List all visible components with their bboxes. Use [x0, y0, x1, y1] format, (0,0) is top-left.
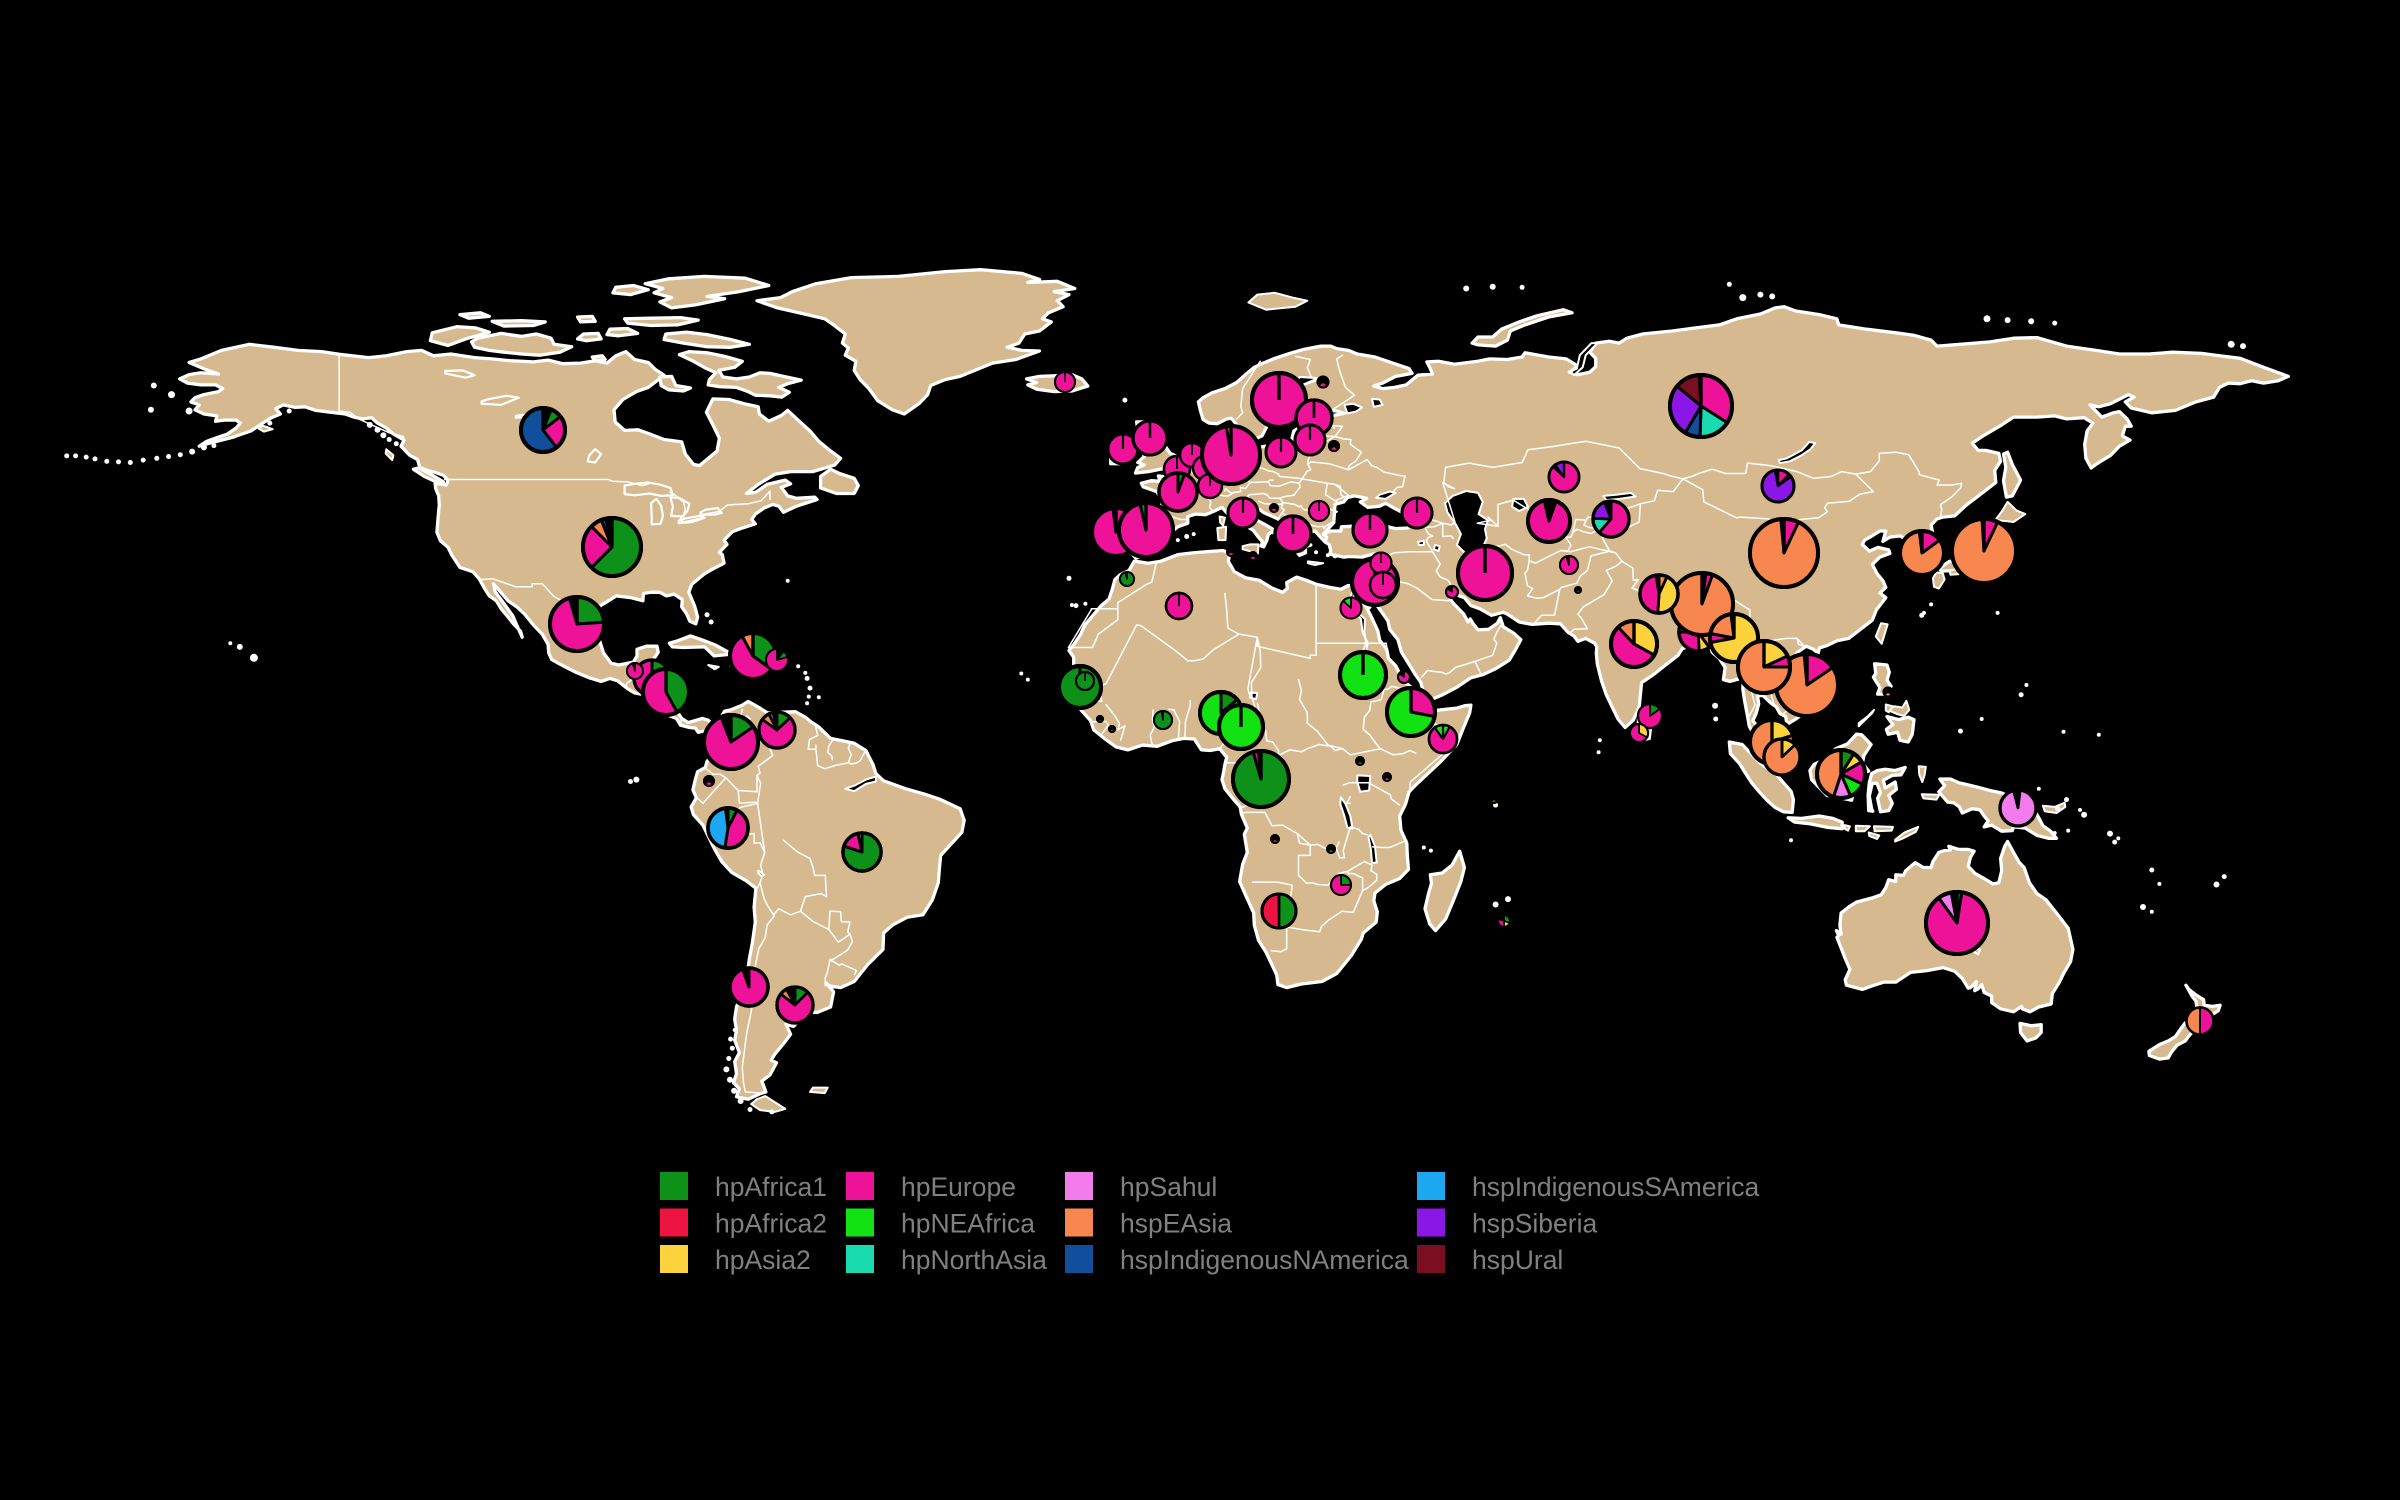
svg-text:hpNorthAsia: hpNorthAsia — [901, 1245, 1047, 1275]
svg-text:hpNEAfrica: hpNEAfrica — [901, 1209, 1035, 1239]
svg-text:hpAsia2: hpAsia2 — [715, 1245, 811, 1275]
svg-text:hspEAsia: hspEAsia — [1120, 1209, 1232, 1239]
svg-text:hspSiberia: hspSiberia — [1472, 1209, 1597, 1239]
svg-text:hpAfrica2: hpAfrica2 — [715, 1209, 827, 1239]
svg-text:hspIndigenousNAmerica: hspIndigenousNAmerica — [1120, 1245, 1409, 1275]
svg-text:hpSahul: hpSahul — [1120, 1172, 1217, 1202]
svg-text:hspUral: hspUral — [1472, 1245, 1563, 1275]
svg-text:hpAfrica1: hpAfrica1 — [715, 1172, 827, 1202]
svg-text:hspIndigenousSAmerica: hspIndigenousSAmerica — [1472, 1172, 1760, 1202]
svg-text:hpEurope: hpEurope — [901, 1172, 1016, 1202]
